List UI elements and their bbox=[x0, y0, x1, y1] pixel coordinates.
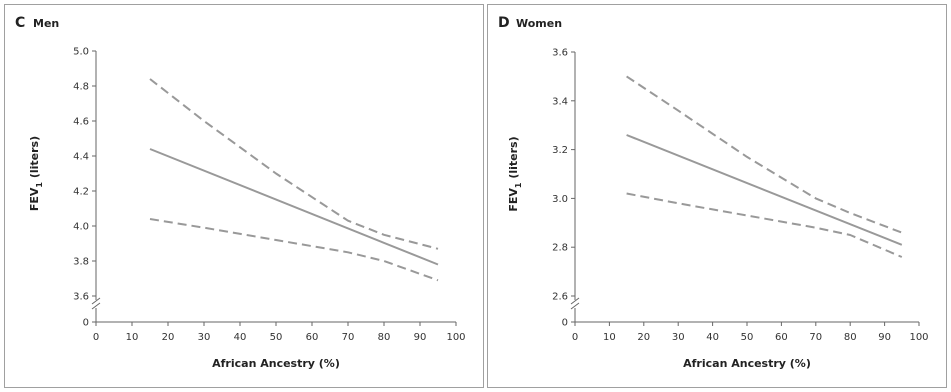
x-tick-label: 50 bbox=[741, 332, 754, 343]
x-tick-label: 80 bbox=[844, 332, 857, 343]
y-tick-label: 4.0 bbox=[73, 222, 89, 233]
y-tick-label-zero: 0 bbox=[562, 318, 568, 329]
axis-break-mark bbox=[91, 297, 101, 310]
panel-c-men: C Men 3.6 3.8 4.0 4.2 4.4 4.6 4.8 5.0 0 0 10 20 30 40 50… bbox=[4, 4, 484, 388]
x-axis-title: African Ancestry (%) bbox=[212, 357, 340, 370]
panel-title: Women bbox=[516, 17, 562, 30]
y-axis-title-main: FEV bbox=[28, 187, 41, 211]
y-tick-label: 4.6 bbox=[73, 117, 89, 128]
series-estimate bbox=[149, 148, 439, 266]
y-axis-title-unit: (liters) bbox=[28, 136, 41, 182]
x-tick-label: 10 bbox=[603, 332, 616, 343]
x-tick-label: 30 bbox=[672, 332, 685, 343]
y-tick-label: 2.6 bbox=[552, 292, 568, 303]
y-tick-label: 3.8 bbox=[73, 257, 89, 268]
series-upper-ci bbox=[626, 75, 903, 234]
chart-women: D Women 2.6 2.8 3.0 3.2 3.4 3.6 00 10 20 30 40 50 60 70… bbox=[498, 15, 929, 370]
panel-letter: C bbox=[15, 15, 25, 31]
x-tick-label: 40 bbox=[706, 332, 719, 343]
x-tick-label: 20 bbox=[637, 332, 650, 343]
series-estimate bbox=[626, 134, 903, 246]
series-upper-ci bbox=[149, 78, 439, 250]
y-axis-title-unit: (liters) bbox=[507, 136, 520, 182]
x-tick-label: 10 bbox=[126, 332, 139, 343]
y-tick-label: 4.4 bbox=[73, 152, 89, 163]
x-tick-label: 0 bbox=[93, 332, 99, 343]
x-tick-label: 70 bbox=[342, 332, 355, 343]
panel-title: Men bbox=[33, 17, 59, 30]
x-tick-label: 60 bbox=[775, 332, 788, 343]
chart-men: C Men 3.6 3.8 4.0 4.2 4.4 4.6 4.8 5.0 00 10 20 30 40 50… bbox=[15, 15, 466, 370]
y-tick-label: 4.2 bbox=[73, 187, 89, 198]
y-tick-label: 4.8 bbox=[73, 82, 89, 93]
x-tick-label: 20 bbox=[162, 332, 175, 343]
x-tick-label: 100 bbox=[446, 332, 465, 343]
panel-letter: D bbox=[498, 15, 510, 31]
x-tick-label: 80 bbox=[378, 332, 391, 343]
x-tick-label: 30 bbox=[198, 332, 211, 343]
x-tick-label: 90 bbox=[414, 332, 427, 343]
y-tick-label: 3.0 bbox=[552, 194, 568, 205]
x-tick-label: 60 bbox=[306, 332, 319, 343]
y-tick-label: 3.6 bbox=[73, 292, 89, 303]
axis-break-mark bbox=[570, 297, 580, 310]
y-axis-title: FEV1 (liters) bbox=[28, 136, 44, 211]
panel-d-women: D Women 2.6 2.8 3.0 3.2 3.4 3.6 0 0 10 20 30 40 50 60 70… bbox=[487, 4, 947, 388]
y-axis-title-subscript: 1 bbox=[35, 182, 44, 188]
y-tick-label: 2.8 bbox=[552, 243, 568, 254]
y-tick-label: 5.0 bbox=[73, 47, 89, 58]
x-tick-label: 40 bbox=[234, 332, 247, 343]
series-lower-ci bbox=[149, 218, 439, 282]
x-tick-label: 90 bbox=[878, 332, 891, 343]
y-axis-title-main: FEV bbox=[507, 188, 520, 212]
x-tick-label: 100 bbox=[909, 332, 928, 343]
y-axis-title-subscript: 1 bbox=[514, 182, 523, 188]
x-tick-label: 70 bbox=[809, 332, 822, 343]
series-lower-ci bbox=[626, 192, 903, 258]
y-tick-label-zero: 0 bbox=[83, 318, 89, 329]
y-tick-label: 3.4 bbox=[552, 96, 568, 107]
y-axis-title: FEV1 (liters) bbox=[507, 136, 523, 211]
x-tick-label: 50 bbox=[270, 332, 283, 343]
y-tick-label: 3.2 bbox=[552, 145, 568, 156]
x-axis-title: African Ancestry (%) bbox=[683, 357, 811, 370]
x-tick-label: 0 bbox=[572, 332, 578, 343]
y-tick-label: 3.6 bbox=[552, 48, 568, 59]
